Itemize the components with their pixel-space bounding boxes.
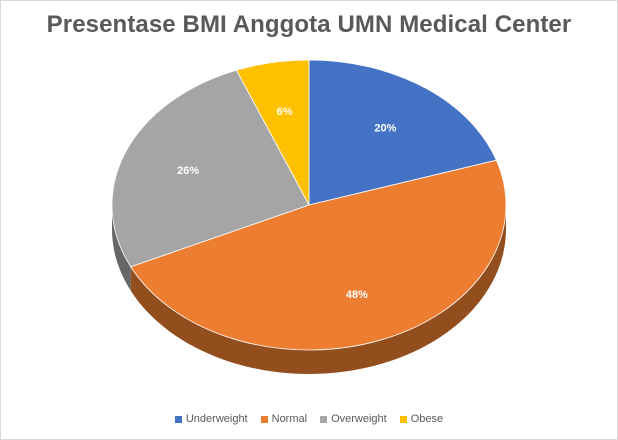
pie-slice-underweight	[308, 59, 497, 206]
legend-swatch	[174, 415, 182, 423]
legend-swatch	[320, 415, 328, 423]
pie-side-walls	[112, 205, 506, 375]
data-label-obese: 6%	[277, 106, 293, 118]
chart-title: Presentase BMI Anggota UMN Medical Cente…	[46, 11, 572, 38]
pie-slice-overweight	[111, 69, 310, 268]
pie-side-overweight	[112, 205, 131, 291]
legend-swatch	[399, 415, 407, 423]
legend-item-underweight: Underweight	[174, 413, 248, 425]
data-label-overweight: 26%	[177, 165, 199, 177]
chart-legend: Underweight Normal Overweight Obese	[1, 413, 617, 425]
data-label-normal: 48%	[346, 289, 368, 301]
legend-label: Normal	[271, 413, 308, 425]
legend-item-normal: Normal	[260, 413, 308, 425]
pie-slice-normal	[130, 159, 507, 351]
legend-label: Underweight	[185, 413, 248, 425]
data-label-underweight: 20%	[374, 123, 396, 135]
pie-side-normal	[130, 205, 506, 375]
legend-item-overweight: Overweight	[320, 413, 387, 425]
legend-label: Obese	[410, 413, 444, 425]
legend-swatch	[260, 415, 268, 423]
legend-label: Overweight	[331, 413, 387, 425]
legend-item-obese: Obese	[399, 413, 444, 425]
pie-slice-obese	[235, 59, 310, 206]
